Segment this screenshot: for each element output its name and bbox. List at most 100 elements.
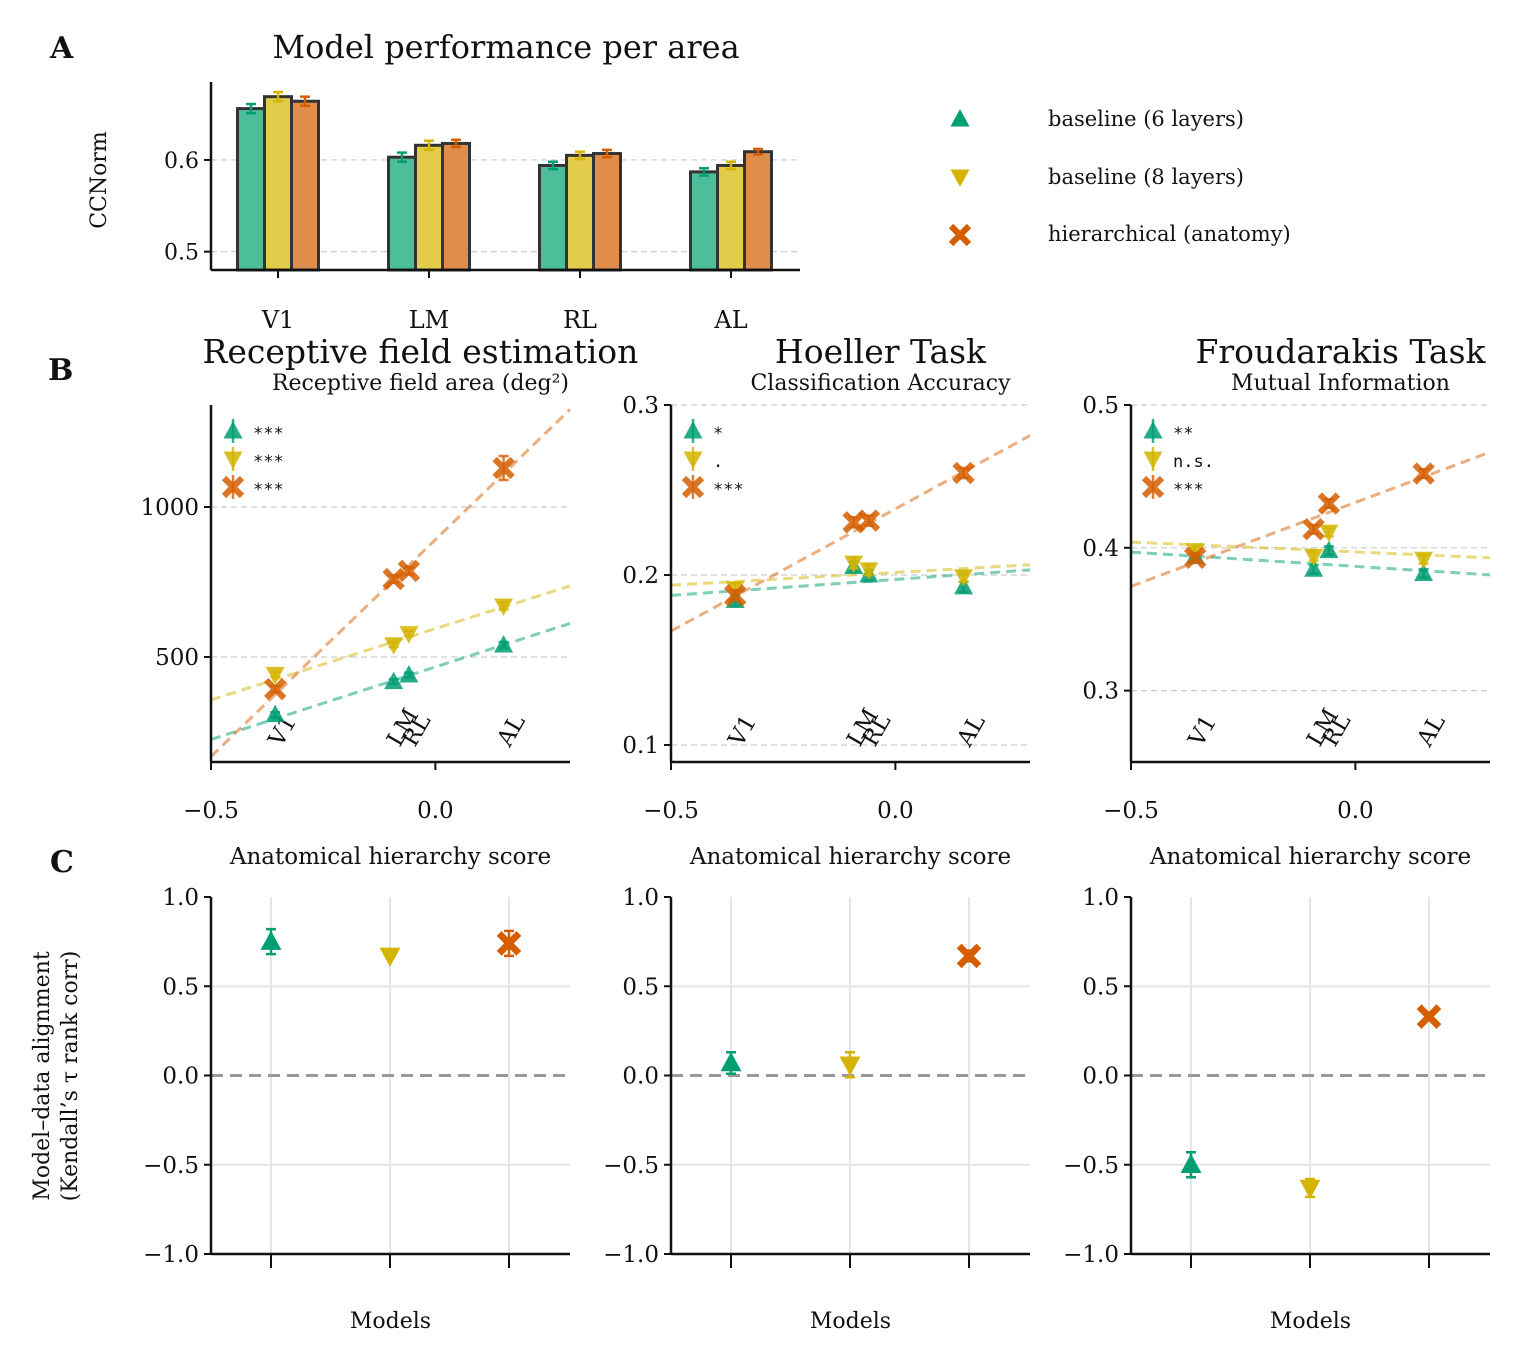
x-tick-label: 0.0 <box>877 798 914 824</box>
y-tick-label: 0.4 <box>1082 536 1119 562</box>
point-hier <box>496 931 522 956</box>
panel-c-hoeller-alignment: −1.0 −0.5 0.0 0.5 1.0 Models <box>603 885 1030 1334</box>
y-tick-label: 0.5 <box>622 974 659 1000</box>
fit-line-baseline6 <box>670 568 1031 597</box>
x-tick-label: RL <box>563 306 597 334</box>
y-tick-label: −0.5 <box>1063 1153 1119 1179</box>
chart-title: Model performance per area <box>272 28 739 66</box>
point-baseline6 <box>1180 1153 1202 1173</box>
x-tick-label: 0.0 <box>1337 798 1374 824</box>
area-label-al: AL <box>492 710 531 751</box>
point-hier-v1 <box>1183 546 1207 569</box>
point-hier-v1 <box>723 584 747 607</box>
y-tick-label: −0.5 <box>143 1153 199 1179</box>
panel-c-y-axis-label-line-2: (Kendall’s τ rank corr) <box>58 951 83 1202</box>
point-baseline8-rl <box>399 626 419 644</box>
legend-marker-hier <box>681 475 705 499</box>
y-tick-label: 0.0 <box>622 1064 659 1090</box>
legend-marker-baseline-6-layers <box>950 109 970 127</box>
legend-marker <box>948 223 972 247</box>
bar-baseline6 <box>538 163 568 272</box>
significance-label-baseline6: *** <box>253 424 284 444</box>
point-hier-rl <box>397 559 421 583</box>
bar-hier <box>592 152 622 272</box>
area-label-v1: V1 <box>723 711 762 752</box>
point-baseline8-v1 <box>1185 543 1205 561</box>
point-baseline8-rl <box>859 562 879 580</box>
y-tick-label: −1.0 <box>603 1242 659 1268</box>
area-label-al: AL <box>1412 710 1451 751</box>
y-tick-label: −0.5 <box>603 1153 659 1179</box>
chart-title: Froudarakis Task <box>1195 332 1486 371</box>
point-hier-al <box>492 456 515 480</box>
bar-hier <box>441 141 471 272</box>
legend-label-baseline-8-layers: baseline (8 layers) <box>1048 165 1244 189</box>
x-tick-label: −0.5 <box>183 798 239 824</box>
y-tick-label: 0.3 <box>1082 679 1119 705</box>
significance-label-baseline8: *** <box>253 452 284 472</box>
y-tick-label: −1.0 <box>143 1242 199 1268</box>
panel-label-a: A <box>49 31 74 66</box>
legend-marker-baseline6 <box>1143 421 1163 439</box>
bar-baseline8 <box>263 95 293 272</box>
chart-title: Hoeller Task <box>775 332 987 371</box>
y-tick-label: 0.5 <box>1082 393 1119 419</box>
x-axis-label: Anatomical hierarchy score <box>229 844 551 870</box>
y-tick-label: 0.5 <box>162 974 199 1000</box>
x-axis-label: Models <box>350 1309 431 1334</box>
legend-label-baseline-6-layers: baseline (6 layers) <box>1048 107 1244 131</box>
point-baseline6-v1 <box>265 704 285 723</box>
panel-label-b: B <box>48 353 73 388</box>
y-tick-label: 0.0 <box>162 1064 199 1090</box>
legend-marker-baseline8 <box>683 451 703 469</box>
point-baseline6-rl <box>1319 540 1339 559</box>
bar-hier <box>743 150 773 272</box>
point-baseline8-rl <box>1319 524 1339 543</box>
x-axis-label: Models <box>1270 1309 1351 1334</box>
panel-label-c: C <box>50 845 74 880</box>
x-tick-label: −0.5 <box>643 798 699 824</box>
fit-line-baseline6 <box>1130 550 1491 577</box>
point-baseline8-lm <box>1304 548 1324 567</box>
point-hier-lm <box>842 511 865 534</box>
bar-baseline8 <box>414 143 444 272</box>
point-baseline8-lm <box>384 637 404 655</box>
bar-baseline6 <box>236 107 266 272</box>
significance-label-baseline6: * <box>713 424 723 444</box>
x-tick-label: 0.0 <box>417 798 454 824</box>
point-hier <box>1416 1004 1442 1029</box>
panel-a-bar-chart: Model performance per area CCNorm 0.5 0.6 V1… <box>87 28 800 334</box>
fit-line-baseline8 <box>670 563 1031 587</box>
legend-marker-baseline8 <box>1143 451 1163 469</box>
point-baseline8 <box>379 947 401 967</box>
y-tick-label: 0.5 <box>1082 974 1119 1000</box>
y-tick-label: 0.0 <box>1082 1064 1119 1090</box>
point-baseline6-lm <box>384 671 404 690</box>
point-baseline6-al <box>494 635 514 653</box>
area-label-al: AL <box>952 710 991 751</box>
point-baseline6 <box>260 930 282 950</box>
panel-c-froudarakis-alignment: −1.0 −0.5 0.0 0.5 1.0 Models <box>1063 885 1490 1334</box>
x-tick-label: AL <box>713 306 747 334</box>
legend-marker <box>950 169 970 187</box>
point-hier <box>956 943 982 969</box>
y-tick-label: 1.0 <box>1082 885 1119 911</box>
significance-label-baseline8: n.s. <box>1173 452 1214 472</box>
y-tick-label: 0.3 <box>622 393 659 419</box>
chart-subtitle: Mutual Information <box>1231 371 1450 396</box>
point-hier-rl <box>857 509 881 532</box>
chart-subtitle: Classification Accuracy <box>750 371 1011 396</box>
y-tick-label: 0.2 <box>622 563 659 589</box>
x-tick-label: −0.5 <box>1103 798 1159 824</box>
point-hier-v1 <box>263 677 287 701</box>
point-baseline8-v1 <box>265 666 285 685</box>
significance-label-baseline6: ** <box>1173 424 1193 444</box>
x-tick-label: V1 <box>261 306 295 334</box>
legend-marker-baseline6 <box>223 421 243 439</box>
significance-label-baseline8: . <box>713 452 723 472</box>
panel-c-receptive-field-alignment: −1.0 −0.5 0.0 0.5 1.0 Models <box>143 885 570 1334</box>
point-hier-al <box>952 461 975 485</box>
legend-marker-hier <box>221 475 245 499</box>
